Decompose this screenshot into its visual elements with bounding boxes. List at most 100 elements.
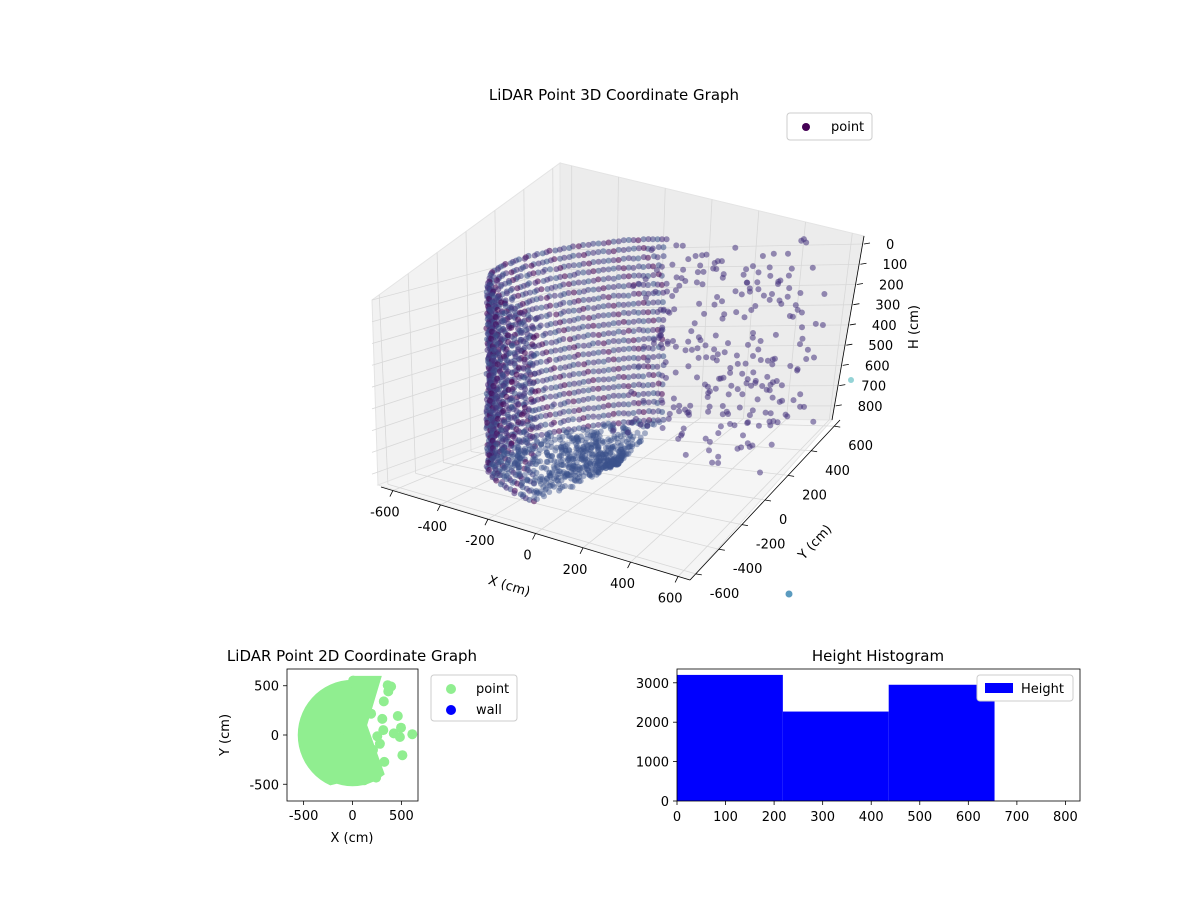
cloud-point: [683, 347, 689, 353]
cloud-point: [664, 281, 670, 287]
cloud-point: [631, 382, 637, 388]
cloud-point: [580, 351, 586, 357]
cloud-point: [769, 442, 775, 448]
cloud-point: [581, 343, 587, 349]
cloud-point: [705, 409, 711, 415]
cloud-point: [490, 292, 496, 298]
cloud-point: [625, 430, 631, 436]
cloud-point: [651, 337, 657, 343]
cloud-point: [740, 432, 746, 438]
histogram-title: Height Histogram: [812, 647, 944, 665]
cloud-point: [522, 323, 528, 329]
y-tick-mark: [811, 451, 817, 452]
z-tick-label: 700: [861, 380, 886, 395]
x-tick-label: 500: [389, 809, 414, 824]
x-tick-label: -600: [370, 506, 400, 521]
cloud-point: [616, 347, 622, 353]
cloud-point: [799, 310, 805, 316]
cloud-point: [658, 342, 664, 348]
x-tick-label: -400: [418, 520, 448, 535]
cloud-point: [621, 419, 627, 425]
cloud-point: [715, 430, 721, 436]
cloud-point: [636, 263, 642, 269]
x-tick-label: 300: [810, 810, 835, 825]
cloud-point: [540, 332, 546, 338]
cloud-point: [663, 375, 669, 381]
y-tick-label: -600: [710, 587, 740, 602]
cloud-point: [701, 311, 707, 317]
cloud-point: [549, 421, 555, 427]
cloud-point: [601, 340, 607, 346]
z-tick-label: 0: [886, 238, 894, 253]
cloud-point: [706, 447, 712, 453]
cloud-point: [543, 438, 549, 444]
cloud-point: [811, 355, 817, 361]
cloud-point: [533, 425, 539, 431]
cloud-point: [596, 268, 602, 274]
cloud-point: [726, 391, 732, 397]
cloud-point: [595, 386, 601, 392]
cloud-point: [756, 423, 762, 429]
cloud-point: [651, 399, 657, 405]
cloud-point: [777, 399, 783, 405]
cloud-point: [567, 300, 573, 306]
cloud-point: [606, 349, 612, 355]
cloud-point: [612, 443, 618, 449]
z-tick-label: 300: [875, 299, 900, 314]
cloud-point: [673, 242, 679, 248]
y-tick-label: 200: [802, 488, 827, 503]
cloud-point: [505, 414, 511, 420]
cloud-point: [734, 353, 740, 359]
cloud-point: [771, 251, 777, 257]
legend-2d-marker-point: [446, 684, 456, 694]
cloud-point: [769, 361, 775, 367]
cloud-point: [651, 253, 657, 259]
cloud-point: [528, 487, 534, 493]
cloud-point: [697, 263, 703, 269]
cloud-point: [527, 370, 533, 376]
cloud-point: [519, 330, 525, 336]
cloud-point: [596, 377, 602, 383]
cloud-point: [799, 324, 805, 330]
point-marker: [349, 737, 359, 747]
cloud-point: [666, 310, 672, 316]
cloud-point: [530, 380, 536, 386]
y-tick-label: 400: [825, 464, 850, 479]
cloud-point: [595, 249, 601, 255]
cloud-point: [591, 368, 597, 374]
cloud-point: [656, 244, 662, 250]
cloud-point: [669, 293, 675, 299]
cloud-point: [576, 398, 582, 404]
cloud-point: [676, 408, 682, 414]
cloud-point: [532, 477, 538, 483]
cloud-point: [641, 391, 647, 397]
cloud-point: [683, 452, 689, 458]
cloud-point: [750, 369, 756, 375]
cloud-point: [767, 273, 773, 279]
cloud-point: [596, 323, 602, 329]
cloud-point: [715, 460, 721, 466]
cloud-point: [600, 248, 606, 254]
cloud-point: [534, 496, 540, 502]
cloud-point: [585, 323, 591, 329]
cloud-point: [522, 256, 528, 262]
cloud-point: [777, 298, 783, 304]
cloud-point: [558, 402, 564, 408]
cloud-point: [548, 433, 554, 439]
cloud-point: [643, 295, 649, 301]
cloud-point: [557, 365, 563, 371]
cloud-point: [591, 287, 597, 293]
cloud-point: [732, 422, 738, 428]
cloud-point: [631, 273, 637, 279]
cloud-point: [571, 398, 577, 404]
cloud-point: [536, 490, 542, 496]
cloud-point: [547, 394, 553, 400]
cloud-point: [596, 396, 602, 402]
cloud-point: [798, 238, 804, 244]
y-tick-label: 2000: [636, 716, 669, 731]
cloud-point: [748, 383, 754, 389]
z-tick-mark: [839, 385, 845, 386]
cloud-point: [694, 374, 700, 380]
cloud-point: [661, 253, 667, 259]
cloud-point: [561, 327, 567, 333]
